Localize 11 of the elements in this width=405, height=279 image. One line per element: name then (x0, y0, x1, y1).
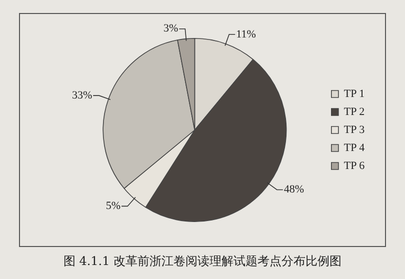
data-label: 11% (236, 28, 256, 40)
legend-label: TP 1 (344, 88, 365, 100)
legend-label: TP 6 (344, 160, 366, 172)
caption: 图 4.1.1 改革前浙江卷阅读理解试题考点分布比例图 (62, 253, 343, 270)
legend-label: TP 2 (344, 106, 365, 118)
legend-label: TP 3 (344, 124, 366, 136)
data-label: 33% (72, 89, 92, 102)
data-label: 48% (284, 184, 304, 196)
data-label: 3% (163, 22, 178, 35)
legend-label: TP 4 (344, 142, 366, 154)
data-label: 5% (106, 200, 121, 212)
